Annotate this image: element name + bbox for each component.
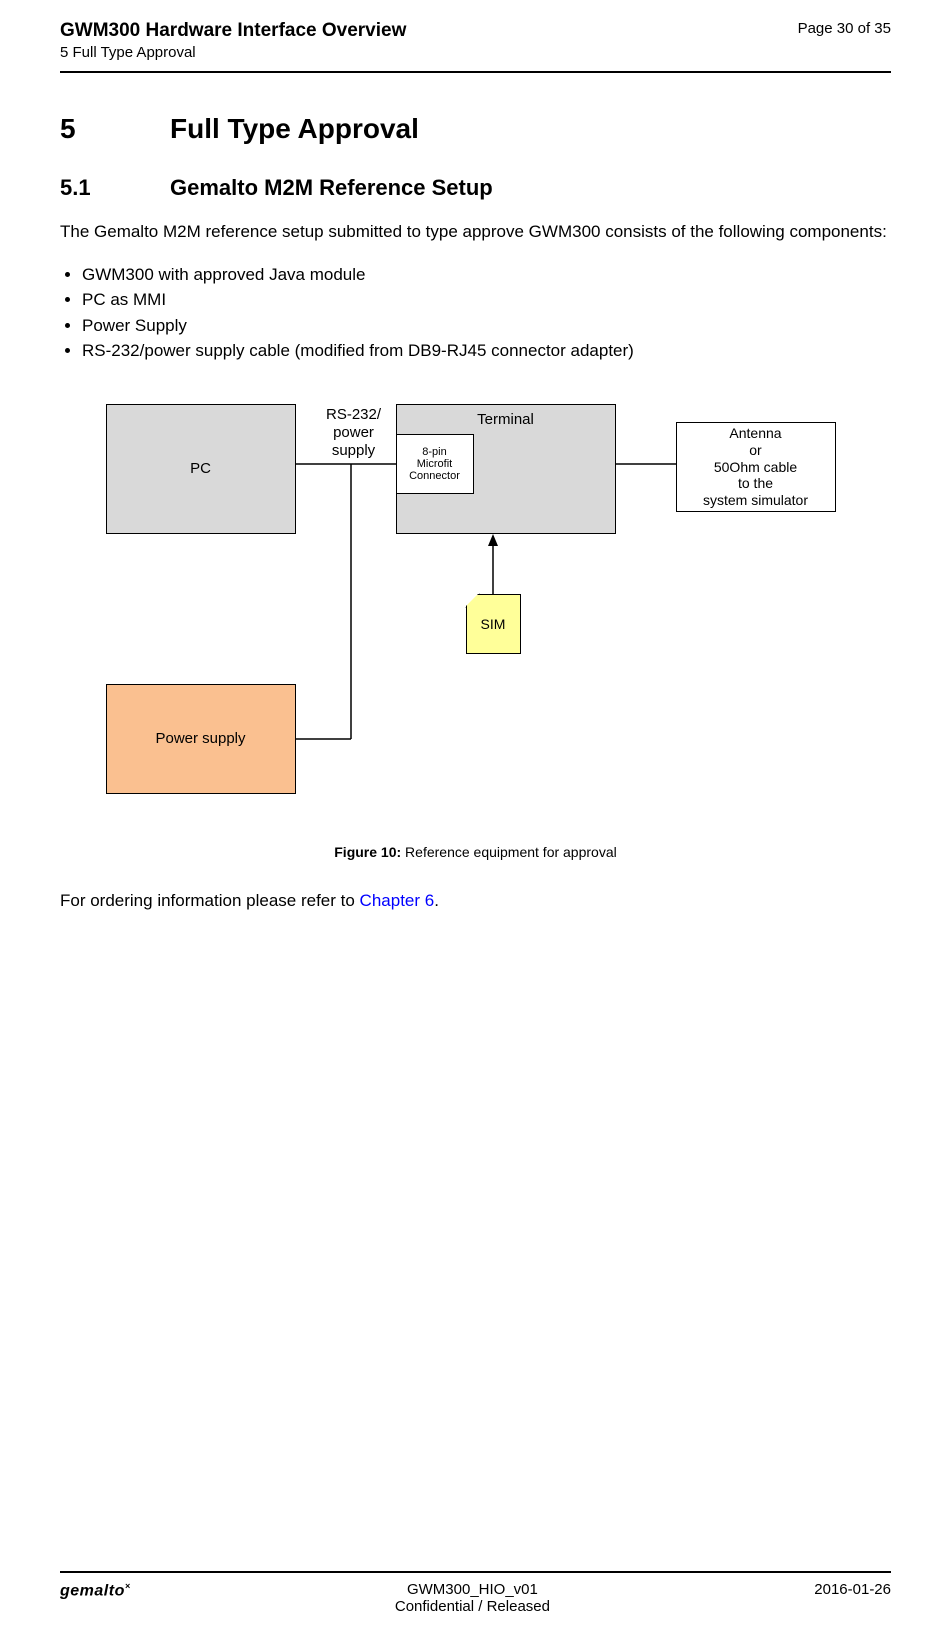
- connector-node: 8-pin Microfit Connector: [396, 434, 474, 494]
- component-list: GWM300 with approved Java module PC as M…: [60, 262, 891, 364]
- rs232-label: RS-232/ power supply: [314, 406, 394, 460]
- footer-rule: [60, 1571, 891, 1573]
- list-item: PC as MMI: [82, 287, 891, 313]
- doc-title: GWM300 Hardware Interface Overview: [60, 20, 406, 42]
- closing-paragraph: For ordering information please refer to…: [60, 890, 891, 913]
- section-path: 5 Full Type Approval: [60, 44, 406, 61]
- reference-diagram: PC RS-232/ power supply Terminal 8-pin M…: [96, 394, 856, 814]
- page-header: GWM300 Hardware Interface Overview 5 Ful…: [60, 20, 891, 61]
- closing-post: .: [434, 891, 439, 910]
- chapter-number: 5: [60, 113, 170, 145]
- closing-pre: For ordering information please refer to: [60, 891, 360, 910]
- terminal-label: Terminal: [477, 411, 534, 428]
- list-item: RS-232/power supply cable (modified from…: [82, 338, 891, 364]
- chapter-heading: 5Full Type Approval: [60, 113, 891, 145]
- figure-text: Reference equipment for approval: [405, 844, 617, 860]
- page-footer: gemalto× GWM300_HIO_v01 Confidential / R…: [60, 1571, 891, 1615]
- chapter-title: Full Type Approval: [170, 113, 419, 144]
- gemalto-logo: gemalto×: [60, 1581, 131, 1615]
- antenna-node: Antenna or 50Ohm cable to the system sim…: [676, 422, 836, 512]
- list-item: GWM300 with approved Java module: [82, 262, 891, 288]
- pc-node: PC: [106, 404, 296, 534]
- figure-caption: Figure 10: Reference equipment for appro…: [60, 844, 891, 860]
- chapter-link[interactable]: Chapter 6: [360, 891, 435, 910]
- section-heading: 5.1Gemalto M2M Reference Setup: [60, 175, 891, 201]
- intro-paragraph: The Gemalto M2M reference setup submitte…: [60, 221, 891, 244]
- header-rule: [60, 71, 891, 73]
- footer-date: 2016-01-26: [814, 1581, 891, 1615]
- footer-confidential: Confidential / Released: [131, 1598, 815, 1615]
- footer-doc-id: GWM300_HIO_v01: [131, 1581, 815, 1598]
- list-item: Power Supply: [82, 313, 891, 339]
- section-number: 5.1: [60, 175, 170, 201]
- sim-node: SIM: [466, 594, 521, 654]
- page-number: Page 30 of 35: [798, 20, 891, 37]
- power-supply-node: Power supply: [106, 684, 296, 794]
- figure-label: Figure 10:: [334, 844, 401, 860]
- section-title: Gemalto M2M Reference Setup: [170, 175, 493, 200]
- sim-label: SIM: [481, 616, 506, 632]
